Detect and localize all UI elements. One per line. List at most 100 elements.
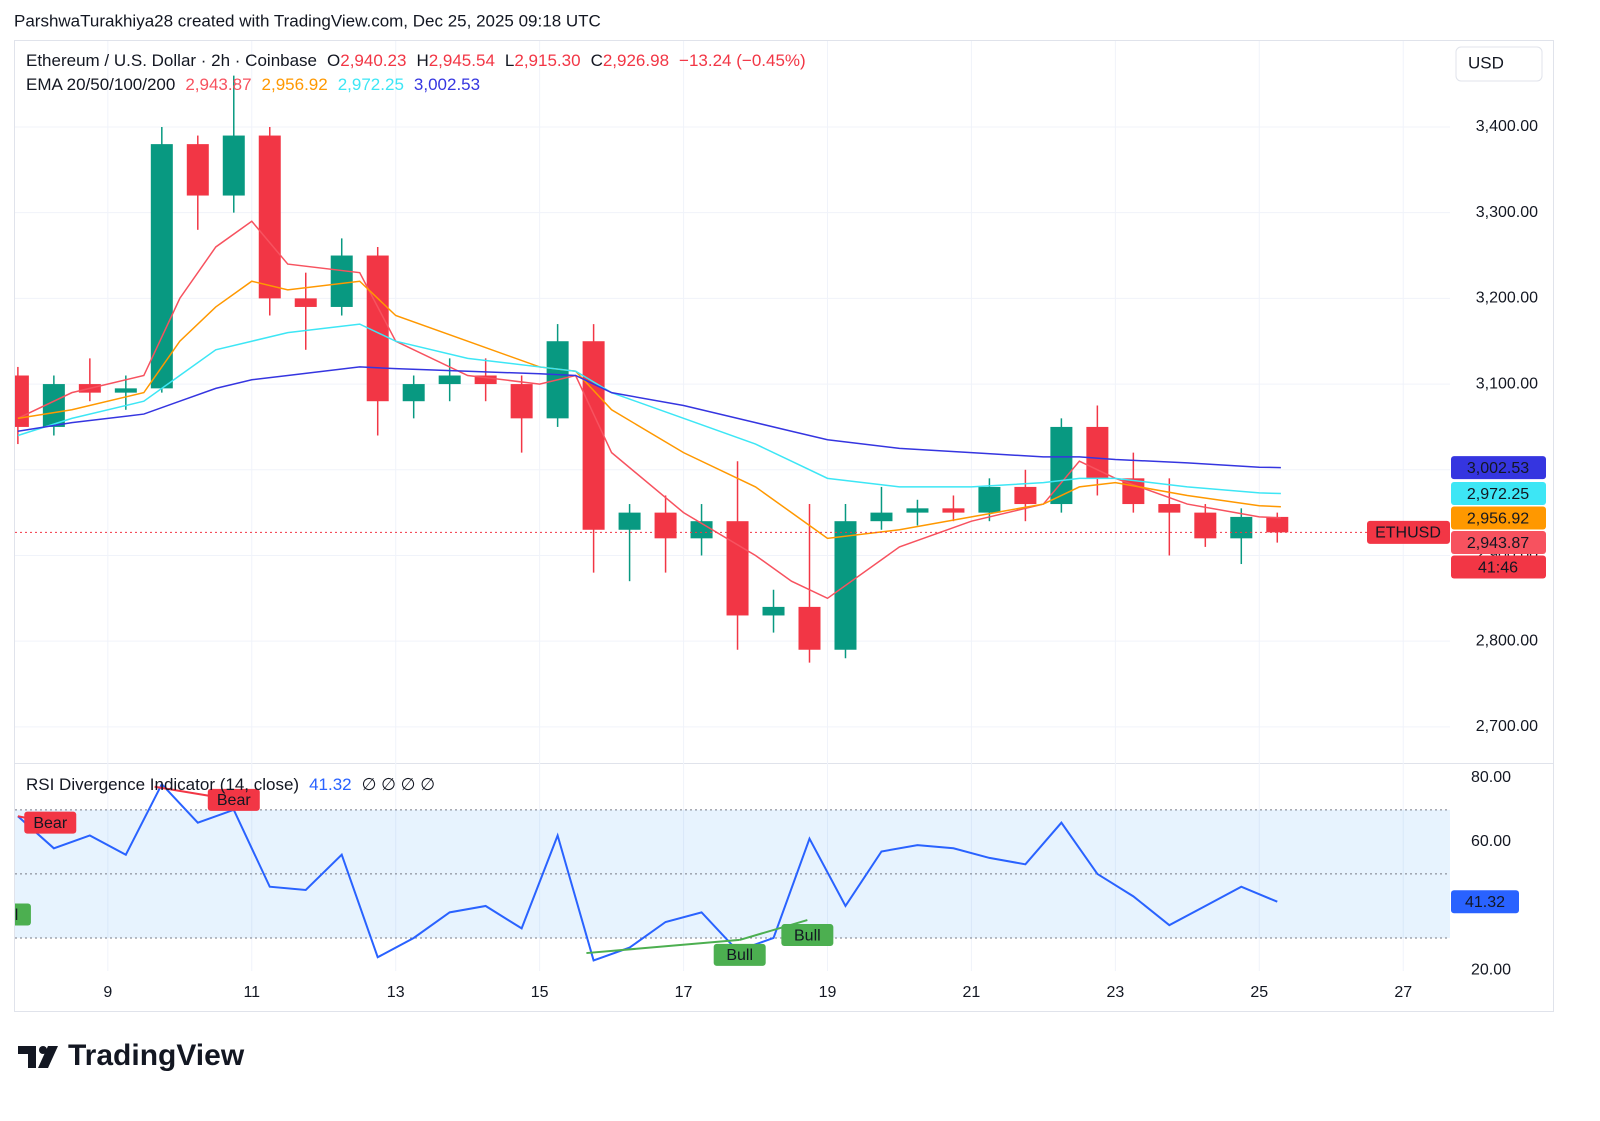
candle-body [1086,426,1109,479]
ohlc-name: H [416,51,428,70]
price-badge [1451,506,1546,530]
candle-body [510,384,533,419]
price-badge [1451,456,1546,480]
price-legend: Ethereum / U.S. Dollar · 2h · Coinbase O2… [26,51,806,70]
y-tick-label: 3,400.00 [1476,118,1538,135]
change: −13.24 (−0.45%) [679,51,806,70]
candle-body [474,375,497,385]
ema-title: EMA 20/50/100/200 [26,75,175,94]
ohlc-value: 2,945.54 [429,51,495,70]
candle-body [1050,426,1073,505]
candle-body [186,144,209,196]
candle-body [150,144,173,389]
candle-body [870,512,893,522]
ema-value: 2,972.25 [338,75,404,94]
x-tick-label: 19 [819,984,837,1001]
divergence-label-box [15,903,31,926]
axes: 9 11 13 15 17 19 21 23 25 272,700.002,800.002,900… [103,118,1546,1001]
ohlc-name: O [327,51,340,70]
divergence-line [586,938,740,955]
candle-body [222,135,245,196]
candle-body [114,388,137,393]
candle-body [1266,516,1289,533]
x-tick-label: 21 [963,984,981,1001]
x-tick-label: 23 [1106,984,1124,1001]
y-tick-label: 2,700.00 [1476,718,1538,735]
candle-body [618,512,641,530]
rsi-badge [1451,890,1519,914]
price-badge-label: 2,956.92 [1467,510,1529,527]
candle-body [1014,486,1037,505]
y-tick-label: 3,100.00 [1476,375,1538,392]
candle-body [654,512,677,539]
price-pane [15,75,1450,663]
currency-button[interactable] [1455,46,1543,82]
logo-icon [18,1046,58,1068]
candle-body [942,508,965,513]
candle-body [1230,516,1253,539]
divergence-label-box [207,788,260,811]
rsi-badge-label: 41.32 [1465,894,1505,911]
candle-body [690,521,713,539]
price-badge-label: 2,972.25 [1467,486,1529,503]
ohlc-value: 2,926.98 [603,51,669,70]
divergence-line [739,919,808,941]
y-tick-label: 3,200.00 [1476,290,1538,307]
ema-value: 2,943.87 [185,75,251,94]
candle-body [798,606,821,650]
y-tick-label: 3,300.00 [1476,204,1538,221]
candle-body [1158,504,1181,513]
symbol: Ethereum / U.S. Dollar · 2h · Coinbase [26,51,317,70]
candle-body [582,341,605,530]
candle-body [42,384,65,427]
divergence-label: Bull [726,947,753,964]
frame [14,40,1554,1012]
ohlc-name: C [591,51,603,70]
rsi-value: 41.32 [309,775,352,794]
currency[interactable]: USD [1468,53,1504,72]
candle-body [330,255,353,307]
ema-legend: EMA 20/50/100/200 2,943.87 2,956.92 2,972.2… [26,75,480,94]
divergence-label-box [713,943,766,966]
divergence-label: Bear [33,815,67,832]
ohlc-name: L [505,51,514,70]
x-tick-label: 13 [387,984,405,1001]
candle-body [402,384,425,402]
candle-body [978,486,1001,513]
x-tick-label: 9 [103,984,112,1001]
ema-value: 2,956.92 [262,75,328,94]
x-tick-label: 27 [1394,984,1412,1001]
rsi-symbols: ∅ ∅ ∅ ∅ [362,775,435,794]
y-tick-label: 2,800.00 [1476,632,1538,649]
price-badge [1451,555,1546,579]
price-badge [1451,482,1546,506]
divergence-label-box [24,811,77,834]
rsi-title: RSI Divergence Indicator (14, close) [26,775,299,794]
candle-body [906,508,929,513]
rsi-legend: RSI Divergence Indicator (14, close) 41.3… [26,775,435,794]
ohlc-value: 2,915.30 [514,51,580,70]
credit: ParshwaTurakhiya28 created with TradingV… [14,11,601,30]
ema-line [17,366,1281,469]
price-badge-label: 2,943.87 [1467,535,1529,552]
candle-body [366,255,389,402]
candle-body [726,521,749,616]
candle-body [438,375,461,385]
price-badge [1451,531,1546,555]
x-tick-label: 25 [1250,984,1268,1001]
ema-line [17,280,1281,540]
symbol-tag [1367,520,1450,544]
symbol-tag-label: ETHUSD [1375,525,1441,542]
ema-value: 3,002.53 [414,75,480,94]
rsi-tick-label: 80.00 [1471,769,1511,786]
x-tick-label: 15 [531,984,549,1001]
logo-text: TradingView [68,1039,245,1072]
rsi-tick-label: 20.00 [1471,961,1511,978]
price-badge-label: 3,002.53 [1467,460,1529,477]
ohlc-value: 2,940.23 [340,51,406,70]
rsi-line [17,782,1278,962]
candle-body [258,135,281,299]
rsi-tick-label: 60.00 [1471,833,1511,850]
divergence-label-box [781,924,834,947]
